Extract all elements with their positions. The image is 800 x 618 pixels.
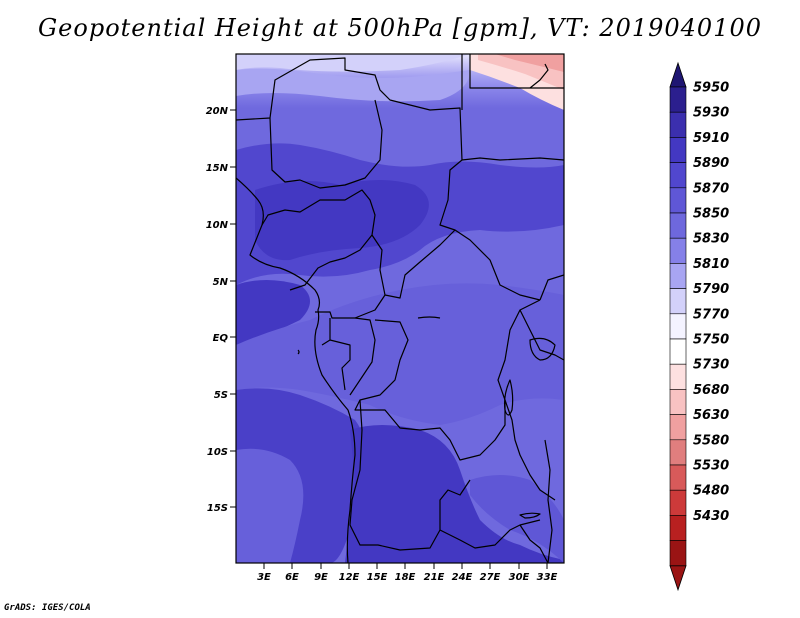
colorbar-label: 5850 bbox=[693, 207, 729, 222]
lon-label-18e: 18E bbox=[395, 572, 416, 583]
field-west-coast-5910 bbox=[236, 280, 310, 345]
river-congo-segment bbox=[417, 316, 441, 319]
lon-label-3e: 3E bbox=[257, 572, 271, 583]
colorbar-label: 5950 bbox=[693, 81, 729, 96]
chad-sudan-border bbox=[439, 159, 463, 231]
congo-border bbox=[349, 317, 376, 396]
nigeria-border bbox=[261, 189, 376, 291]
lon-label-15e: 15E bbox=[367, 572, 388, 583]
colorbar-box bbox=[669, 414, 687, 441]
colorbar-box bbox=[669, 489, 687, 516]
colorbar-label: 5530 bbox=[693, 459, 729, 474]
political-boundaries bbox=[236, 54, 564, 563]
colorbar-box bbox=[669, 338, 687, 365]
field-southwest-5870 bbox=[236, 448, 304, 563]
colorbar-top-cap bbox=[669, 61, 687, 88]
colorbar: 5950 5930 5910 5890 5870 5850 5830 5810 5790 5770… bbox=[669, 61, 729, 592]
niger-borders bbox=[269, 99, 383, 189]
colorbar-label: 5910 bbox=[693, 131, 729, 146]
lat-label-eq: EQ bbox=[213, 333, 229, 344]
lon-label-12e: 12E bbox=[339, 572, 360, 583]
lon-label-9e: 9E bbox=[314, 572, 328, 583]
colorbar-box bbox=[669, 237, 687, 264]
colorbar-label: 5830 bbox=[693, 232, 729, 247]
colorbar-label: 5810 bbox=[693, 257, 729, 272]
lon-label-21e: 21E bbox=[424, 572, 445, 583]
colorbar-box bbox=[669, 464, 687, 491]
colorbar-label: 5750 bbox=[693, 333, 729, 348]
colorbar-box bbox=[669, 439, 687, 466]
colorbar-label: 5480 bbox=[693, 484, 729, 499]
longitude-axis: 3E 6E 9E 12E 15E 18E 21E 24E 27E 30E 33E bbox=[257, 563, 558, 583]
lon-label-24e: 24E bbox=[452, 572, 473, 583]
geopotential-field bbox=[236, 54, 564, 563]
colorbar-label: 5870 bbox=[693, 181, 729, 196]
map-frame bbox=[235, 53, 565, 564]
nile-delta-marker bbox=[529, 63, 549, 89]
colorbar-label: 5630 bbox=[693, 408, 729, 423]
kenya-border bbox=[539, 274, 564, 301]
colorbar-box bbox=[669, 288, 687, 315]
field-5910-core bbox=[255, 180, 429, 261]
colorbar-label: 5890 bbox=[693, 156, 729, 171]
sahara-borders bbox=[236, 57, 463, 161]
colorbar-box bbox=[669, 212, 687, 239]
colorbar-label: 5680 bbox=[693, 383, 729, 398]
colorbar-label: 5580 bbox=[693, 433, 729, 448]
sudan-border bbox=[461, 157, 564, 161]
colorbar-box bbox=[669, 363, 687, 390]
lon-label-30e: 30E bbox=[509, 572, 530, 583]
lat-label-15n: 15N bbox=[206, 163, 229, 174]
drc-border bbox=[354, 299, 541, 461]
lat-label-5n: 5N bbox=[213, 277, 229, 288]
uganda-border bbox=[519, 309, 564, 361]
colorbar-box bbox=[669, 187, 687, 214]
lat-label-10s: 10S bbox=[207, 447, 228, 458]
lat-label-20n: 20N bbox=[206, 106, 229, 117]
colorbar-box bbox=[669, 263, 687, 289]
malawi-border bbox=[519, 524, 549, 563]
colorbar-box bbox=[669, 515, 687, 541]
colorbar-label: 5730 bbox=[693, 358, 729, 373]
tanzania-border bbox=[504, 399, 556, 501]
map-title: Geopotential Height at 500hPa [gpm], VT:… bbox=[38, 14, 762, 42]
credit-label: GrADS: IGES/COLA bbox=[4, 603, 91, 613]
field-5810-zone bbox=[236, 68, 470, 102]
colorbar-label: 5930 bbox=[693, 106, 729, 121]
lat-label-5s: 5S bbox=[214, 390, 228, 401]
lake-victoria bbox=[529, 337, 556, 361]
colorbar-bottom-cap bbox=[669, 565, 687, 592]
colorbar-label: 5790 bbox=[693, 282, 729, 297]
lat-label-10n: 10N bbox=[206, 220, 229, 231]
lon-label-33e: 33E bbox=[537, 572, 558, 583]
colorbar-box bbox=[669, 162, 687, 189]
gabon-border bbox=[321, 318, 351, 391]
field-southeast-5890 bbox=[470, 475, 564, 563]
colorbar-box bbox=[669, 313, 687, 340]
lake-tanganyika bbox=[503, 379, 514, 416]
colorbar-label: 5430 bbox=[693, 509, 729, 524]
colorbar-box bbox=[669, 389, 687, 415]
lon-label-6e: 6E bbox=[285, 572, 299, 583]
colorbar-box bbox=[669, 86, 687, 113]
latitude-axis: 20N 15N 10N 5N EQ 5S 10S 15S bbox=[206, 106, 236, 514]
bioko-island bbox=[297, 349, 300, 355]
lake-kariba bbox=[519, 512, 541, 519]
cameroon-border bbox=[315, 234, 386, 319]
egypt-borders bbox=[461, 54, 564, 110]
lon-label-27e: 27E bbox=[480, 572, 501, 583]
field-southcentral-5910 bbox=[345, 425, 564, 563]
colorbar-box bbox=[669, 111, 687, 138]
colorbar-box bbox=[669, 540, 687, 567]
lat-label-15s: 15S bbox=[207, 503, 228, 514]
mozambique-border bbox=[544, 439, 553, 563]
colorbar-label: 5770 bbox=[693, 307, 729, 322]
angola-border bbox=[349, 399, 471, 551]
colorbar-box bbox=[669, 137, 687, 163]
field-5790-zone bbox=[236, 54, 470, 72]
